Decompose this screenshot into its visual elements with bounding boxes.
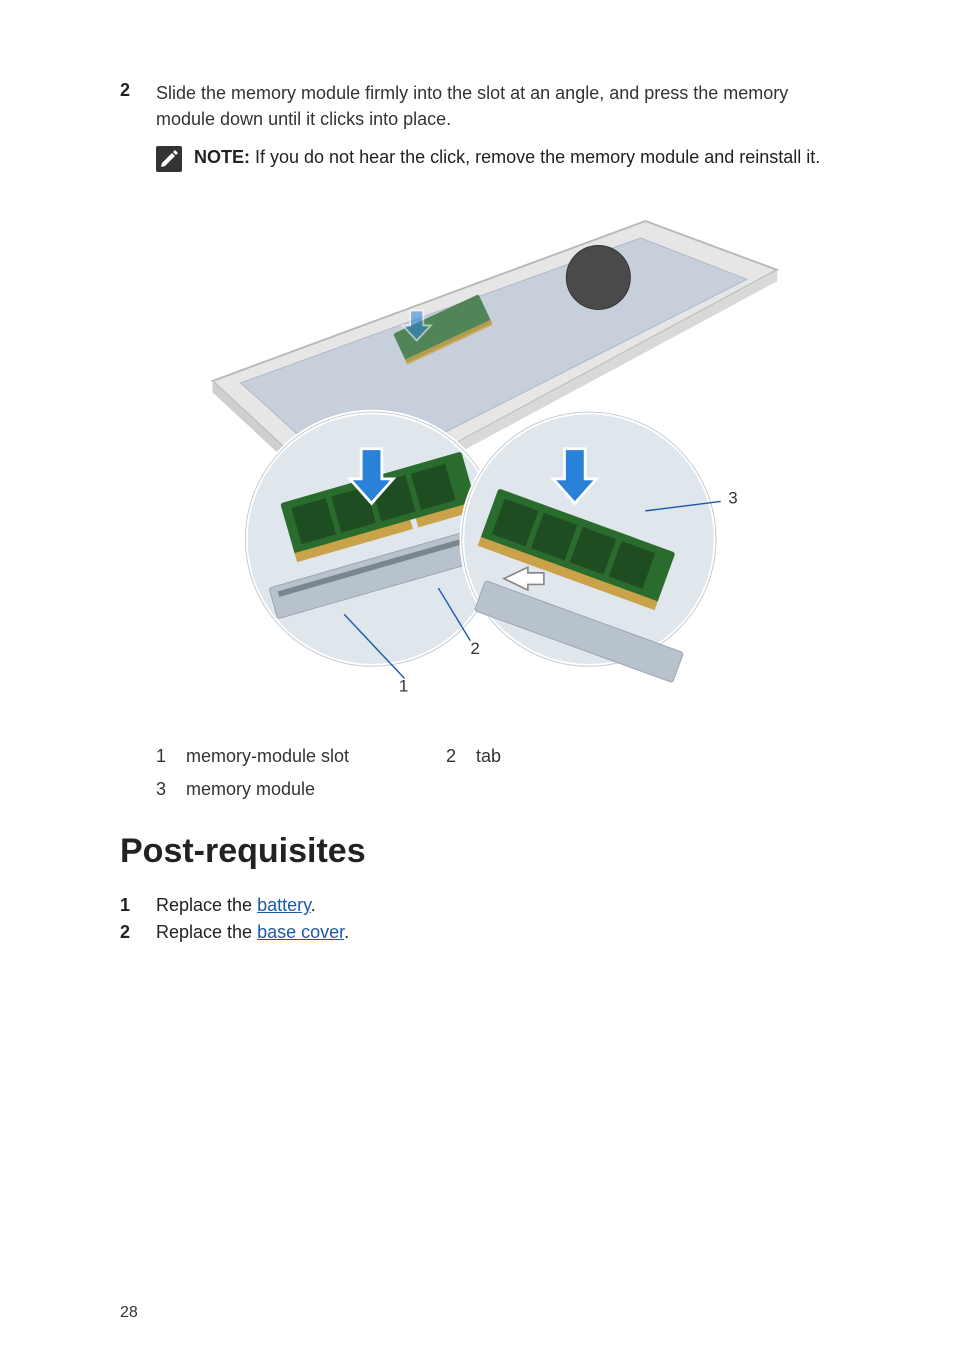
note-block: NOTE: If you do not hear the click, remo…: [156, 144, 834, 172]
link-battery[interactable]: battery: [257, 895, 311, 915]
post-req-2-num: 2: [120, 922, 156, 943]
note-label: NOTE:: [194, 147, 250, 167]
legend-1-num: 1: [156, 746, 186, 767]
step-2-number: 2: [120, 80, 156, 132]
page-container: 2 Slide the memory module firmly into th…: [0, 0, 954, 1366]
figure-legend: 1 memory-module slot 2 tab 3 memory modu…: [156, 746, 834, 800]
legend-3-num: 3: [156, 779, 186, 800]
post-req-2-text: Replace the base cover.: [156, 922, 349, 943]
legend-2-num: 2: [446, 746, 476, 767]
post-req-1-num: 1: [120, 895, 156, 916]
post-req-1: 1 Replace the battery.: [120, 895, 834, 916]
post-req-2-post: .: [344, 922, 349, 942]
page-number: 28: [120, 1304, 138, 1322]
note-pencil-icon: [156, 146, 182, 172]
legend-2-text: tab: [476, 746, 676, 767]
post-req-1-text: Replace the battery.: [156, 895, 316, 916]
heading-post-requisites: Post-requisites: [120, 832, 834, 871]
note-text: NOTE: If you do not hear the click, remo…: [194, 144, 820, 172]
figure-callout-2: 2: [470, 639, 479, 658]
step-2-text: Slide the memory module firmly into the …: [156, 80, 834, 132]
figure-memory-install: 1 2 3: [156, 196, 796, 726]
legend-3-text: memory module: [186, 779, 446, 800]
post-req-1-post: .: [311, 895, 316, 915]
post-req-1-pre: Replace the: [156, 895, 257, 915]
note-body: If you do not hear the click, remove the…: [250, 147, 820, 167]
step-2: 2 Slide the memory module firmly into th…: [120, 80, 834, 132]
link-base-cover[interactable]: base cover: [257, 922, 344, 942]
figure-callout-1: 1: [399, 677, 408, 696]
post-req-2-pre: Replace the: [156, 922, 257, 942]
post-req-2: 2 Replace the base cover.: [120, 922, 834, 943]
figure-callout-3: 3: [728, 489, 737, 508]
legend-1-text: memory-module slot: [186, 746, 446, 767]
